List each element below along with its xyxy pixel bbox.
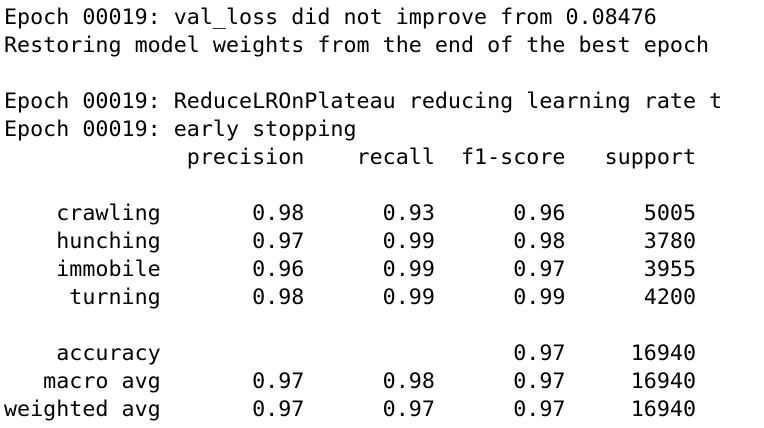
report-row-crawling: crawling 0.98 0.93 0.96 5005 (4, 201, 697, 226)
report-row-turning: turning 0.98 0.99 0.99 4200 (4, 285, 697, 310)
log-line-val-loss: Epoch 00019: val_loss did not improve fr… (4, 5, 657, 30)
log-line-reduce-lr: Epoch 00019: ReduceLROnPlateau reducing … (4, 89, 723, 114)
log-line-early-stopping: Epoch 00019: early stopping (4, 117, 357, 142)
report-header-row: precision recall f1-score support (4, 145, 697, 170)
report-row-immobile: immobile 0.96 0.99 0.97 3955 (4, 257, 697, 282)
log-line-restoring-weights: Restoring model weights from the end of … (4, 33, 710, 58)
report-row-macro-avg: macro avg 0.97 0.98 0.97 16940 (4, 369, 697, 394)
report-row-hunching: hunching 0.97 0.99 0.98 3780 (4, 229, 697, 254)
report-row-weighted-avg: weighted avg 0.97 0.97 0.97 16940 (4, 397, 697, 422)
report-row-accuracy: accuracy 0.97 16940 (4, 341, 697, 366)
